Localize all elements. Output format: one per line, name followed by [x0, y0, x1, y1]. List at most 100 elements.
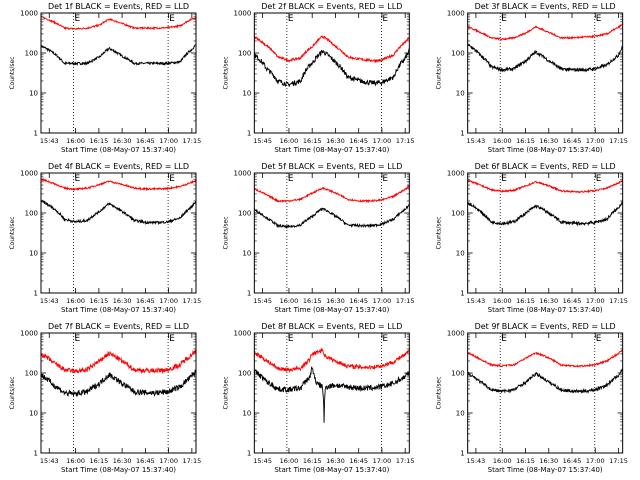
- y-tick-label: 10: [242, 250, 251, 258]
- y-tick-label: 10: [29, 90, 38, 98]
- plot-frame: [467, 12, 624, 134]
- plot-frame: [40, 12, 197, 134]
- x-tick-label: 15:43: [40, 457, 59, 465]
- x-tick-label: 16:30: [326, 297, 345, 305]
- plot-frame: [467, 332, 624, 454]
- y-tick-label: 1000: [234, 10, 252, 18]
- y-tick-label: 100: [238, 370, 251, 378]
- x-tick-label: 16:00: [66, 297, 85, 305]
- marker-label: E: [596, 174, 602, 184]
- x-tick-label: 17:15: [182, 137, 201, 145]
- x-tick-label: 16:45: [136, 457, 155, 465]
- y-tick-label: 10: [456, 410, 465, 418]
- series-line-events: [253, 47, 410, 87]
- y-tick-label: 1: [247, 130, 251, 138]
- y-axis-label: Counts/sec: [222, 56, 229, 89]
- x-tick-label: 17:15: [609, 457, 628, 465]
- y-axis-label: Counts/sec: [222, 216, 229, 249]
- series-line-events: [40, 369, 197, 398]
- y-axis-label: Counts/sec: [9, 216, 16, 249]
- x-tick-label: 16:30: [326, 137, 345, 145]
- marker-label: E: [169, 14, 175, 24]
- x-tick-label: 17:00: [373, 137, 392, 145]
- y-tick-label: 100: [451, 210, 464, 218]
- x-tick-label: 15:45: [253, 457, 272, 465]
- y-tick-label: 10: [29, 250, 38, 258]
- x-axis-label: Start Time (08-May-07 15:37:40): [274, 146, 389, 154]
- x-tick-label: 16:30: [113, 297, 132, 305]
- series-line-events: [40, 44, 197, 66]
- x-tick-label: 17:00: [159, 137, 178, 145]
- marker-label: E: [288, 334, 294, 344]
- marker-label: E: [169, 174, 175, 184]
- series-line-events: [467, 43, 624, 73]
- series-line-lld: [40, 349, 197, 375]
- x-tick-label: 16:00: [280, 297, 299, 305]
- y-tick-label: 100: [451, 50, 464, 58]
- x-tick-label: 16:45: [136, 137, 155, 145]
- y-axis-label: Counts/sec: [436, 56, 443, 89]
- marker-label: E: [75, 174, 81, 184]
- panel-title: Det 3f BLACK = Events, RED = LLD: [475, 2, 616, 11]
- series-line-lld: [253, 347, 410, 373]
- x-tick-label: 16:00: [66, 137, 85, 145]
- x-tick-label: 15:45: [253, 297, 272, 305]
- y-axis-label: Counts/sec: [222, 376, 229, 409]
- marker-label: E: [288, 174, 294, 184]
- x-tick-label: 15:43: [467, 457, 486, 465]
- x-tick-label: 16:15: [89, 457, 108, 465]
- y-tick-label: 1000: [20, 330, 38, 338]
- x-tick-label: 16:45: [563, 137, 582, 145]
- marker-label: E: [501, 174, 507, 184]
- x-tick-label: 17:15: [396, 457, 415, 465]
- x-axis-label: Start Time (08-May-07 15:37:40): [274, 466, 389, 474]
- series-line-events: [40, 199, 197, 226]
- x-tick-label: 16:15: [89, 297, 108, 305]
- x-tick-label: 16:30: [539, 137, 558, 145]
- y-tick-label: 10: [456, 250, 465, 258]
- plot-frame: [40, 172, 197, 294]
- y-tick-label: 10: [242, 410, 251, 418]
- y-tick-label: 1000: [234, 170, 252, 178]
- x-tick-label: 16:45: [136, 297, 155, 305]
- x-tick-label: 16:30: [113, 137, 132, 145]
- x-tick-label: 17:00: [586, 137, 605, 145]
- series-line-lld: [467, 179, 624, 194]
- marker-label: E: [75, 334, 81, 344]
- y-tick-label: 100: [25, 50, 38, 58]
- x-tick-label: 17:00: [373, 457, 392, 465]
- y-tick-label: 100: [25, 370, 38, 378]
- x-tick-label: 15:43: [467, 297, 486, 305]
- x-axis-label: Start Time (08-May-07 15:37:40): [488, 146, 603, 154]
- y-tick-label: 1: [34, 450, 38, 458]
- x-tick-label: 16:00: [493, 457, 512, 465]
- x-tick-label: 17:15: [609, 297, 628, 305]
- x-tick-label: 16:45: [563, 457, 582, 465]
- y-axis-label: Counts/sec: [9, 376, 16, 409]
- marker-label: E: [382, 14, 388, 24]
- panel-title: Det 1f BLACK = Events, RED = LLD: [48, 2, 189, 11]
- x-tick-label: 17:15: [396, 137, 415, 145]
- marker-label: E: [288, 14, 294, 24]
- x-tick-label: 16:00: [493, 297, 512, 305]
- x-axis-label: Start Time (08-May-07 15:37:40): [488, 466, 603, 474]
- x-tick-label: 16:15: [303, 137, 322, 145]
- y-tick-label: 10: [242, 90, 251, 98]
- x-tick-label: 17:00: [586, 297, 605, 305]
- x-tick-label: 16:45: [349, 457, 368, 465]
- x-tick-label: 16:45: [563, 297, 582, 305]
- y-tick-label: 1: [460, 130, 464, 138]
- marker-label: E: [501, 334, 507, 344]
- x-tick-label: 17:00: [373, 297, 392, 305]
- marker-label: E: [169, 334, 175, 344]
- plot-frame: [467, 172, 624, 294]
- x-tick-label: 16:00: [493, 137, 512, 145]
- y-tick-label: 1: [34, 290, 38, 298]
- y-tick-label: 1: [247, 290, 251, 298]
- marker-label: E: [596, 14, 602, 24]
- series-line-lld: [254, 35, 410, 64]
- x-tick-label: 16:15: [516, 137, 535, 145]
- y-tick-label: 1: [34, 130, 38, 138]
- panel-title: Det 2f BLACK = Events, RED = LLD: [261, 2, 402, 11]
- y-tick-label: 1000: [20, 170, 38, 178]
